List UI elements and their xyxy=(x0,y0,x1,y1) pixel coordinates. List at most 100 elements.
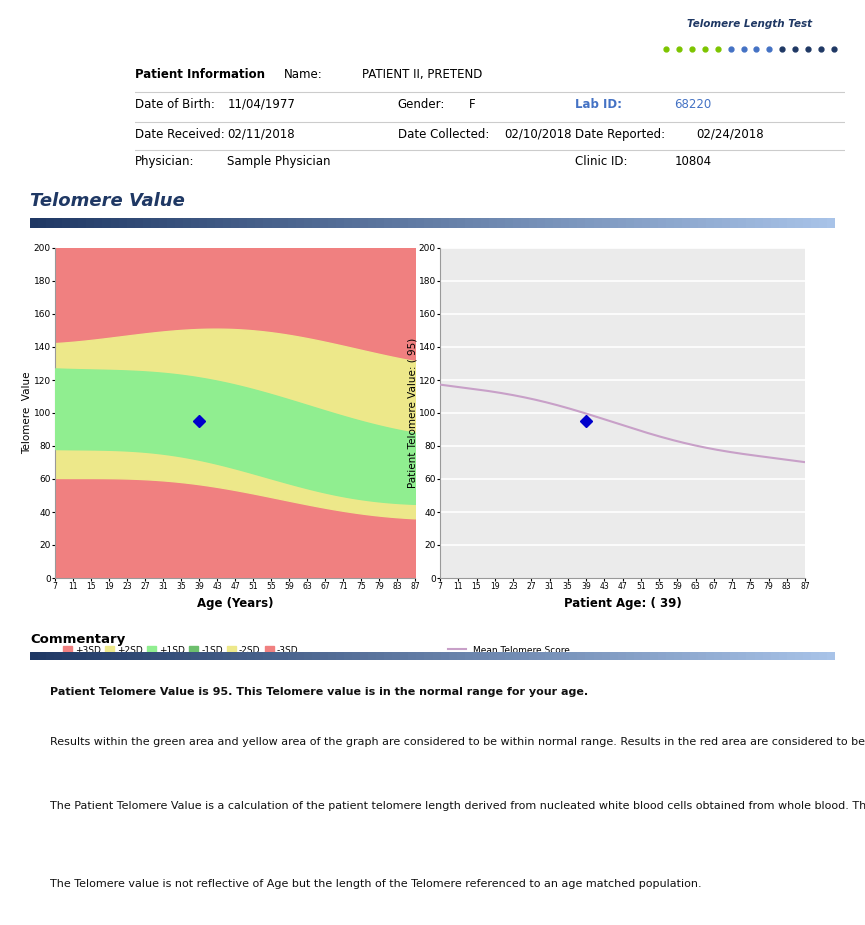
Bar xyxy=(416,652,425,660)
Bar xyxy=(199,218,207,228)
Bar xyxy=(554,218,561,228)
Bar xyxy=(642,652,650,660)
Bar xyxy=(610,652,618,660)
Bar xyxy=(465,218,473,228)
Bar xyxy=(215,652,223,660)
Bar xyxy=(497,218,505,228)
Bar xyxy=(231,218,240,228)
Bar xyxy=(352,652,360,660)
Bar xyxy=(240,652,247,660)
Bar xyxy=(70,652,79,660)
Bar xyxy=(143,652,151,660)
Bar xyxy=(360,652,368,660)
Bar xyxy=(392,652,400,660)
Y-axis label: Telomere  Value: Telomere Value xyxy=(22,372,32,454)
Bar xyxy=(30,218,38,228)
Bar xyxy=(151,218,159,228)
Text: Date Collected:: Date Collected: xyxy=(398,128,489,141)
Bar xyxy=(650,652,658,660)
Bar xyxy=(827,218,835,228)
Text: Gender:: Gender: xyxy=(398,98,445,111)
Bar xyxy=(94,652,102,660)
Bar xyxy=(86,652,94,660)
Bar xyxy=(730,652,739,660)
Bar xyxy=(593,652,601,660)
Bar xyxy=(135,218,143,228)
Bar xyxy=(545,218,554,228)
Bar xyxy=(666,652,674,660)
Bar xyxy=(610,218,618,228)
Bar xyxy=(618,218,625,228)
Bar xyxy=(86,218,94,228)
Bar xyxy=(296,218,304,228)
Text: 68220: 68220 xyxy=(675,98,712,111)
Bar xyxy=(739,218,746,228)
Bar xyxy=(537,218,545,228)
Bar xyxy=(311,652,320,660)
Bar xyxy=(690,652,698,660)
Bar xyxy=(384,652,392,660)
Bar xyxy=(730,218,739,228)
Bar xyxy=(311,218,320,228)
Bar xyxy=(143,218,151,228)
Bar xyxy=(465,652,473,660)
Text: Telomere Value: Telomere Value xyxy=(30,192,185,210)
Bar xyxy=(207,218,215,228)
Bar xyxy=(320,218,328,228)
Bar xyxy=(207,652,215,660)
Bar xyxy=(658,218,666,228)
Bar xyxy=(183,652,191,660)
Bar xyxy=(408,652,416,660)
Bar xyxy=(54,218,62,228)
Text: 11/04/1977: 11/04/1977 xyxy=(227,98,295,111)
Bar xyxy=(183,218,191,228)
Text: Name:: Name: xyxy=(284,68,323,81)
X-axis label: Age (Years): Age (Years) xyxy=(196,597,273,610)
Bar xyxy=(803,652,811,660)
Bar xyxy=(706,218,714,228)
Text: Telomere Length Test: Telomere Length Test xyxy=(250,24,535,48)
Bar xyxy=(336,218,344,228)
Bar xyxy=(545,652,554,660)
Bar xyxy=(754,652,763,660)
Bar xyxy=(279,652,287,660)
Bar xyxy=(400,652,408,660)
Bar xyxy=(634,218,642,228)
Text: Sample Physician: Sample Physician xyxy=(227,155,330,168)
Text: 02/24/2018: 02/24/2018 xyxy=(696,128,764,141)
Bar xyxy=(440,218,449,228)
Bar xyxy=(79,218,87,228)
Bar xyxy=(102,218,111,228)
Bar xyxy=(167,652,175,660)
Bar xyxy=(827,652,835,660)
Bar xyxy=(690,218,698,228)
Bar xyxy=(569,218,578,228)
Bar xyxy=(586,218,593,228)
Bar xyxy=(336,652,344,660)
Bar xyxy=(658,652,666,660)
Bar xyxy=(135,652,143,660)
Bar xyxy=(481,652,489,660)
Bar xyxy=(674,218,682,228)
Bar xyxy=(763,218,771,228)
Bar xyxy=(778,218,786,228)
Bar xyxy=(489,218,497,228)
Bar xyxy=(240,218,247,228)
Bar xyxy=(706,652,714,660)
Bar xyxy=(111,652,119,660)
Bar xyxy=(634,652,642,660)
Text: Date of Birth:: Date of Birth: xyxy=(135,98,215,111)
Text: 02/11/2018: 02/11/2018 xyxy=(227,128,295,141)
Bar xyxy=(698,652,706,660)
Bar xyxy=(175,652,183,660)
Bar xyxy=(811,652,819,660)
Text: 10804: 10804 xyxy=(675,155,712,168)
Bar xyxy=(505,652,513,660)
Bar xyxy=(513,218,521,228)
Bar xyxy=(159,652,167,660)
Bar xyxy=(432,218,440,228)
Bar xyxy=(255,652,264,660)
Bar xyxy=(497,652,505,660)
Bar xyxy=(473,652,481,660)
Bar xyxy=(457,652,465,660)
